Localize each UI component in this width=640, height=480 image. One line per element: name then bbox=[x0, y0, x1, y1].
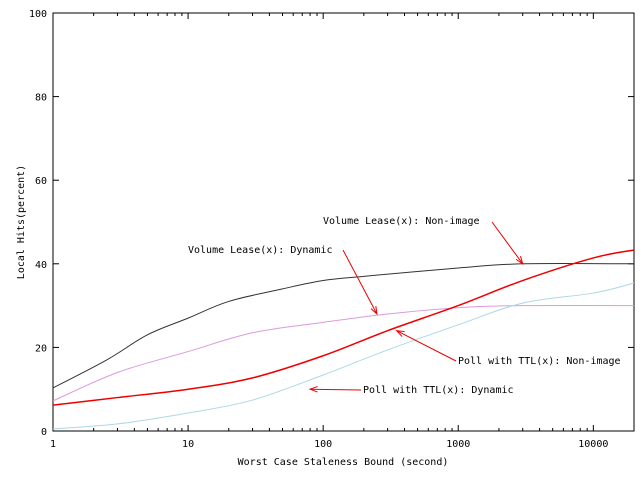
x-tick-label: 1 bbox=[50, 439, 56, 450]
annotation-arrow bbox=[342, 249, 378, 315]
series-line bbox=[52, 304, 635, 402]
annotation-label: Volume Lease(x): Dynamic bbox=[188, 245, 333, 256]
tick-labels: 0 20 40 60 80 100 1 10 100 1000 10000 bbox=[29, 9, 608, 450]
arrowhead-icon bbox=[515, 255, 524, 265]
y-axis-label: Local Hits(percent) bbox=[16, 165, 27, 279]
y-tick-label: 100 bbox=[29, 9, 47, 20]
axis-ticks bbox=[52, 12, 635, 432]
annotation-arrow bbox=[491, 221, 524, 265]
annotation-label: Poll with TTL(x): Non-image bbox=[458, 356, 621, 367]
x-tick-label: 10000 bbox=[578, 439, 608, 450]
series-line bbox=[52, 282, 635, 430]
annotation-label: Volume Lease(x): Non-image bbox=[323, 216, 480, 227]
annotation-arrow bbox=[396, 330, 457, 362]
y-tick-label: 0 bbox=[41, 427, 47, 438]
x-tick-label: 1000 bbox=[446, 439, 470, 450]
y-tick-label: 40 bbox=[35, 260, 47, 271]
arrowhead-icon bbox=[370, 305, 378, 316]
plot-frame bbox=[52, 12, 635, 432]
x-tick-label: 100 bbox=[314, 439, 332, 450]
y-tick-label: 60 bbox=[35, 176, 47, 187]
y-tick-label: 80 bbox=[35, 93, 47, 104]
annotations: Volume Lease(x): Non-image Volume Lease(x… bbox=[188, 216, 621, 396]
x-tick-label: 10 bbox=[182, 439, 194, 450]
series-line bbox=[52, 262, 635, 389]
arrowhead-icon bbox=[395, 330, 405, 337]
annotation-arrow bbox=[310, 388, 362, 391]
series-line bbox=[52, 249, 635, 406]
x-axis-label: Worst Case Staleness Bound (second) bbox=[238, 457, 449, 468]
data-series bbox=[52, 249, 635, 430]
arrowhead-icon bbox=[308, 386, 318, 393]
annotation-label: Poll with TTL(x): Dynamic bbox=[363, 385, 514, 396]
y-tick-label: 20 bbox=[35, 343, 47, 354]
